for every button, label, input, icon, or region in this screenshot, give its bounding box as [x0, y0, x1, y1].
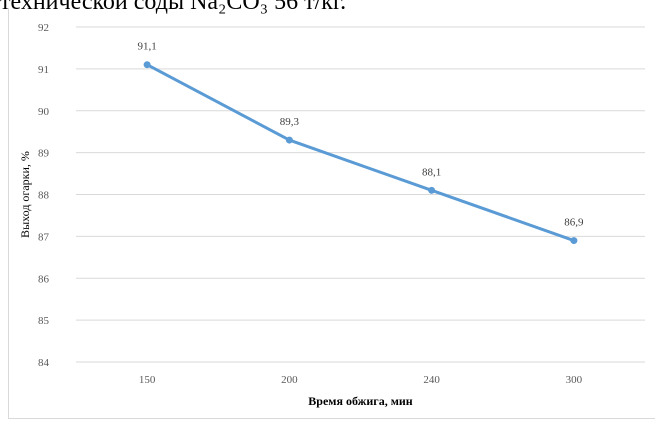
y-tick-label-91: 91 [38, 64, 49, 76]
x-tick-label-200: 200 [281, 374, 298, 386]
x-tick-label-150: 150 [139, 374, 156, 386]
series-line [145, 63, 576, 243]
data-point-150 [143, 61, 151, 69]
chart-area [8, 8, 655, 419]
y-tick-label-87: 87 [38, 231, 50, 243]
cut-off-heading: технической соды Na₂CO₃ 56 т/кг. [0, 0, 659, 16]
cut-off-heading-text: технической соды Na₂CO₃ 56 т/кг. [0, 0, 347, 15]
x-tick-label-300: 300 [566, 374, 583, 386]
x-axis-ticks: 150 200 240 300 [139, 374, 583, 386]
y-axis-ticks: 84 85 86 87 88 89 90 91 92 [38, 22, 50, 369]
data-point-300 [570, 237, 578, 245]
y-tick-label-85: 85 [38, 315, 50, 327]
x-tick-label-240: 240 [423, 374, 440, 386]
y-tick-label-89: 89 [38, 148, 50, 160]
x-axis-title: Время обжига, мин [308, 394, 413, 408]
y-tick-label-84: 84 [38, 357, 50, 369]
data-label-300: 86,9 [564, 217, 584, 229]
y-tick-label-88: 88 [38, 190, 50, 202]
y-axis-title: Выход огарки, % [18, 151, 32, 238]
y-tick-label-90: 90 [38, 106, 50, 118]
data-label-200: 89,3 [280, 116, 300, 128]
data-point-200 [285, 136, 293, 144]
y-tick-label-92: 92 [38, 22, 49, 34]
y-tick-label-86: 86 [38, 273, 50, 285]
series: 91,1 89,3 88,1 86,9 [138, 41, 584, 245]
data-point-240 [428, 186, 436, 194]
data-label-240: 88,1 [422, 166, 441, 178]
gridlines [76, 26, 645, 363]
data-label-150: 91,1 [138, 41, 157, 53]
